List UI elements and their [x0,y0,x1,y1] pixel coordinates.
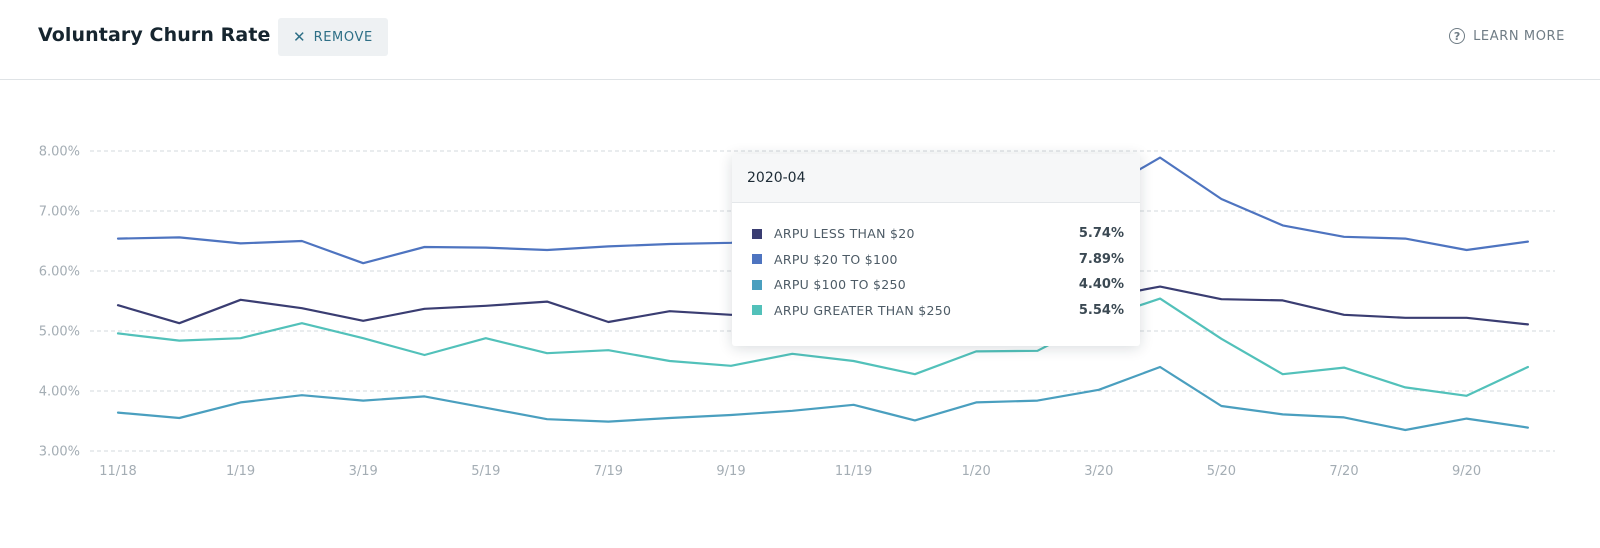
series-line [116,297,1530,397]
tooltip-series-name: ARPU LESS THAN $20 [774,226,915,242]
tooltip-header: 2020-04 [732,154,1140,203]
legend-swatch [752,254,762,265]
y-tick-label: 7.00% [39,205,80,220]
tooltip-row: ARPU LESS THAN $20 5.74% [752,221,1124,247]
x-tick-label: 1/20 [962,464,991,479]
tooltip-date: 2020-04 [747,170,806,186]
x-tick-label: 11/18 [99,464,136,479]
x-tick-label: 7/19 [594,464,623,479]
y-tick-label: 4.00% [39,385,80,400]
y-tick-label: 3.00% [39,445,80,460]
learn-more-label: LEARN MORE [1473,28,1565,44]
tooltip-series-name: ARPU GREATER THAN $250 [774,302,952,318]
x-tick-label: 1/19 [226,464,255,479]
y-tick-label: 5.00% [39,325,80,340]
legend-swatch [752,305,762,316]
tooltip-series-value: 4.40% [1078,277,1124,293]
remove-button[interactable]: ✕ REMOVE [278,18,388,56]
legend-swatch [752,279,762,290]
x-tick-label: 5/20 [1207,464,1236,479]
x-tick-label: 7/20 [1329,464,1358,479]
tooltip-row: ARPU GREATER THAN $250 5.54% [752,298,1124,324]
tooltip-row: ARPU $100 TO $250 4.40% [752,272,1124,298]
y-tick-label: 6.00% [39,265,80,280]
x-tick-label: 9/20 [1452,464,1481,479]
x-tick-label: 3/19 [349,464,378,479]
tooltip-series-name: ARPU $100 TO $250 [774,277,907,293]
remove-button-label: REMOVE [313,29,373,45]
tooltip-row: ARPU $20 TO $100 7.89% [752,247,1124,273]
chart-header: Voluntary Churn Rate ✕ REMOVE ? LEARN MO… [0,0,1600,80]
series-line [116,365,1530,432]
x-tick-label: 5/19 [471,464,500,479]
legend-swatch [752,228,762,239]
x-tick-label: 3/20 [1084,464,1113,479]
x-tick-label: 11/19 [835,464,872,479]
learn-more-link[interactable]: ? LEARN MORE [1449,28,1565,44]
chart-tooltip: 2020-04 ARPU LESS THAN $20 5.74% ARPU $20 … [732,154,1140,346]
tooltip-series-value: 7.89% [1078,251,1124,267]
tooltip-series-name: ARPU $20 TO $100 [774,251,898,267]
x-tick-label: 9/19 [716,464,745,479]
chart-title: Voluntary Churn Rate [38,24,271,46]
tooltip-series-value: 5.54% [1078,302,1124,318]
tooltip-series-value: 5.74% [1078,226,1124,242]
y-tick-label: 8.00% [39,145,80,160]
tooltip-rows: ARPU LESS THAN $20 5.74% ARPU $20 TO $100 7… [732,203,1140,323]
close-icon: ✕ [293,27,306,46]
help-icon: ? [1449,28,1466,44]
